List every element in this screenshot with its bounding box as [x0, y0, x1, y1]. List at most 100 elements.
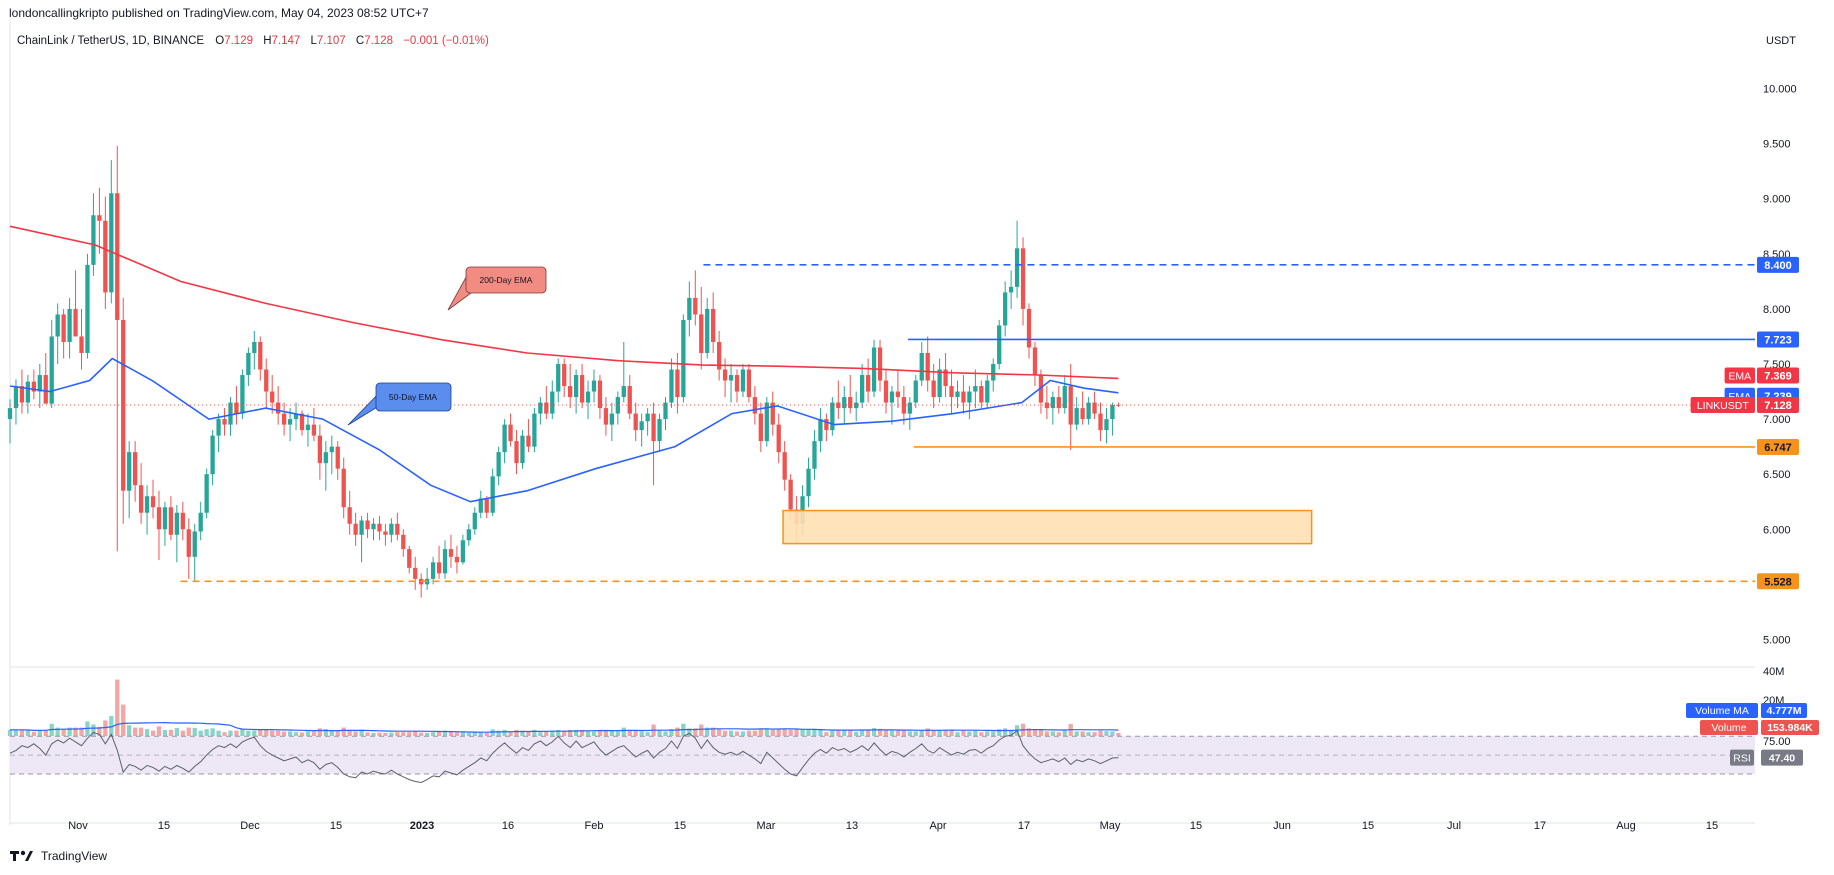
candle-body: [770, 402, 775, 425]
volume-bar: [663, 731, 668, 736]
volume-bar: [222, 732, 227, 736]
candle-body: [550, 391, 555, 414]
volume-bar: [383, 732, 388, 736]
volume-bar: [281, 731, 287, 736]
volume-bar: [568, 729, 573, 736]
candle-body: [270, 391, 275, 403]
volume-bar: [907, 731, 912, 736]
candle-body: [335, 446, 340, 469]
candle-body: [13, 386, 19, 409]
candle-body: [115, 193, 120, 320]
candle-body: [842, 397, 847, 409]
candle-body: [1050, 397, 1055, 409]
candle-body: [681, 319, 686, 398]
volume-bar: [836, 730, 841, 736]
tradingview-logo-icon[interactable]: [10, 849, 36, 863]
volume-bar: [287, 731, 293, 736]
volume-bar: [1104, 731, 1109, 736]
candle-body: [454, 556, 460, 563]
volume-bar: [121, 704, 126, 736]
rsi-line: [9, 729, 1119, 784]
volume-bar: [842, 730, 847, 736]
candle-body: [31, 381, 36, 392]
volume-bar: [883, 729, 889, 736]
volume-bar: [991, 731, 996, 736]
volume-bar: [639, 731, 644, 736]
candle-body: [156, 507, 162, 530]
candle-body: [168, 507, 174, 535]
volume-bar: [675, 727, 680, 736]
candle-body: [1032, 347, 1038, 376]
candle-body: [1110, 404, 1115, 420]
candle-body: [782, 452, 787, 480]
candle-body: [222, 419, 227, 425]
candle-body: [812, 441, 817, 469]
level-price-label: 6.747: [1764, 442, 1792, 454]
volume-bar: [276, 730, 281, 736]
volume-bar: [967, 731, 972, 736]
volume-bar: [127, 725, 132, 736]
volume-bar: [317, 728, 323, 736]
candle-body: [907, 402, 912, 414]
volume-bar: [693, 728, 698, 736]
x-tick-label: Mar: [757, 820, 776, 832]
volume-bar: [985, 731, 990, 736]
candle-body: [746, 369, 752, 398]
candle-body: [85, 264, 90, 353]
candle-body: [949, 386, 954, 398]
candle-body: [1062, 386, 1067, 409]
volume-bar: [323, 729, 328, 736]
volume-bar: [305, 731, 311, 736]
candle-body: [365, 520, 370, 530]
x-tick-label: Dec: [240, 820, 260, 832]
candle-body: [1092, 402, 1097, 414]
close-label: C: [355, 35, 365, 47]
footer-brand[interactable]: TradingView: [41, 849, 108, 863]
candle-body: [234, 402, 239, 414]
volume-bar: [413, 731, 418, 736]
volume-bar: [550, 730, 555, 736]
volume-bar: [937, 729, 942, 736]
volume-bar: [162, 729, 168, 736]
volume-tick-label: 40M: [1763, 666, 1784, 678]
volume-bar: [13, 729, 19, 736]
volume-bar: [37, 729, 42, 736]
candle-body: [722, 369, 728, 381]
candle-body: [448, 549, 454, 557]
volume-bar: [43, 730, 48, 736]
y-tick-label: 9.000: [1763, 194, 1791, 206]
x-tick-label: 17: [1534, 820, 1546, 832]
indicator-value-label: 7.128: [1764, 400, 1792, 412]
volume-bar: [854, 731, 859, 736]
candle-body: [1080, 408, 1085, 420]
volume-ma-name: Volume MA: [1695, 705, 1749, 717]
volume-bar: [758, 729, 763, 736]
candle-body: [1026, 308, 1032, 348]
volume-bar: [877, 728, 883, 736]
candle-body: [597, 380, 603, 409]
x-tick-label: Nov: [68, 820, 88, 832]
volume-bar: [252, 730, 257, 736]
volume-bar: [818, 729, 823, 736]
candle-body: [305, 424, 311, 431]
symbol-name[interactable]: ChainLink / TetherUS, 1D, BINANCE: [17, 35, 205, 47]
candle-body: [758, 413, 763, 442]
volume-bar: [1050, 731, 1055, 736]
volume-bar: [812, 729, 817, 736]
candle-body: [311, 424, 317, 436]
volume-name-tag: [1700, 720, 1758, 735]
currency-label: USDT: [1766, 35, 1796, 47]
candle-body: [687, 297, 692, 320]
candle-body: [109, 193, 114, 293]
candle-body: [830, 402, 835, 431]
volume-bar: [865, 729, 871, 736]
volume-bar: [824, 732, 829, 736]
candle-body: [496, 452, 501, 477]
candle-body: [186, 529, 191, 557]
volume-bar: [740, 731, 746, 736]
x-tick-label: 2023: [410, 820, 434, 832]
candle-body: [383, 531, 388, 535]
x-tick-label: May: [1100, 820, 1121, 832]
candle-body: [955, 391, 960, 398]
